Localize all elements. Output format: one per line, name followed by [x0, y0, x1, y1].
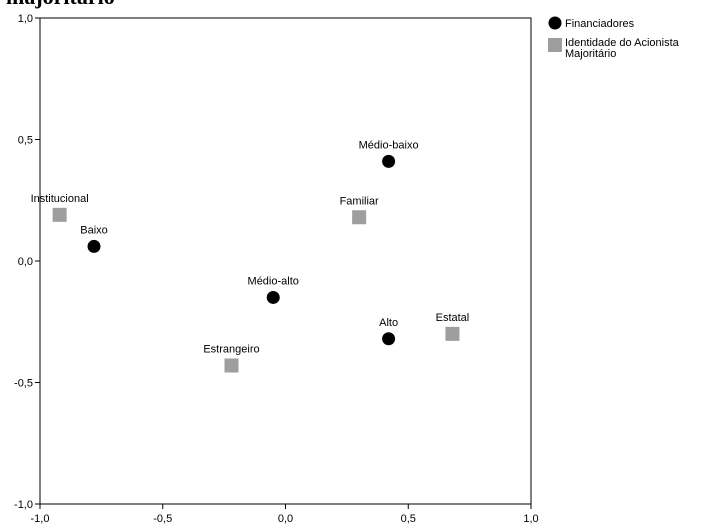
- legend-label-line: Financiadores: [565, 18, 635, 30]
- data-point-square: [352, 210, 367, 225]
- data-point-label: Estrangeiro: [203, 343, 259, 355]
- x-tick-label: 0,0: [278, 513, 293, 525]
- y-axis: -1,0 -0,5 0,0 0,5 1,0: [14, 13, 40, 511]
- y-tick-label: 0,5: [18, 135, 33, 147]
- legend-marker-square: [548, 38, 562, 52]
- data-point-label: Institucional: [31, 193, 89, 205]
- legend-label-line: Identidade do Acionista: [565, 37, 680, 49]
- x-axis: -1,0 -0,5 0,0 0,5 1,0: [31, 504, 539, 525]
- y-tick-label: 0,0: [18, 256, 33, 268]
- data-point-circle: [382, 332, 396, 346]
- data-point-circle: [266, 290, 280, 304]
- legend-label-line: Majoritário: [565, 48, 616, 60]
- legend: Financiadores Identidade do Acionista Majo…: [548, 16, 680, 60]
- data-point-label: Médio-alto: [248, 275, 299, 287]
- x-tick-label: -1,0: [31, 513, 50, 525]
- data-point-label: Baixo: [80, 224, 108, 236]
- data-point-circle: [382, 154, 396, 168]
- page-title-fragment: majoritário: [6, 0, 115, 8]
- data-point-circle: [87, 239, 101, 253]
- legend-label: Financiadores: [565, 18, 635, 30]
- x-tick-label: -0,5: [153, 513, 172, 525]
- data-point-label: Médio-baixo: [359, 139, 419, 151]
- x-tick-label: 0,5: [401, 513, 416, 525]
- data-point-square: [52, 207, 67, 222]
- y-tick-label: -1,0: [14, 499, 33, 511]
- data-points: Médio-baixo Baixo Médio-alto Alto Institucio…: [31, 139, 470, 373]
- legend-marker-circle: [548, 16, 562, 30]
- x-tick-label: 1,0: [523, 513, 538, 525]
- data-point-label: Familiar: [340, 195, 379, 207]
- legend-label: Identidade do Acionista Majoritário: [565, 37, 680, 60]
- data-point-label: Estatal: [436, 312, 470, 324]
- plot-frame: [39, 17, 532, 505]
- data-point-square: [445, 326, 460, 341]
- data-point-label: Alto: [379, 317, 398, 329]
- y-tick-label: 1,0: [18, 13, 33, 25]
- y-tick-label: -0,5: [14, 378, 33, 390]
- data-point-square: [224, 358, 239, 373]
